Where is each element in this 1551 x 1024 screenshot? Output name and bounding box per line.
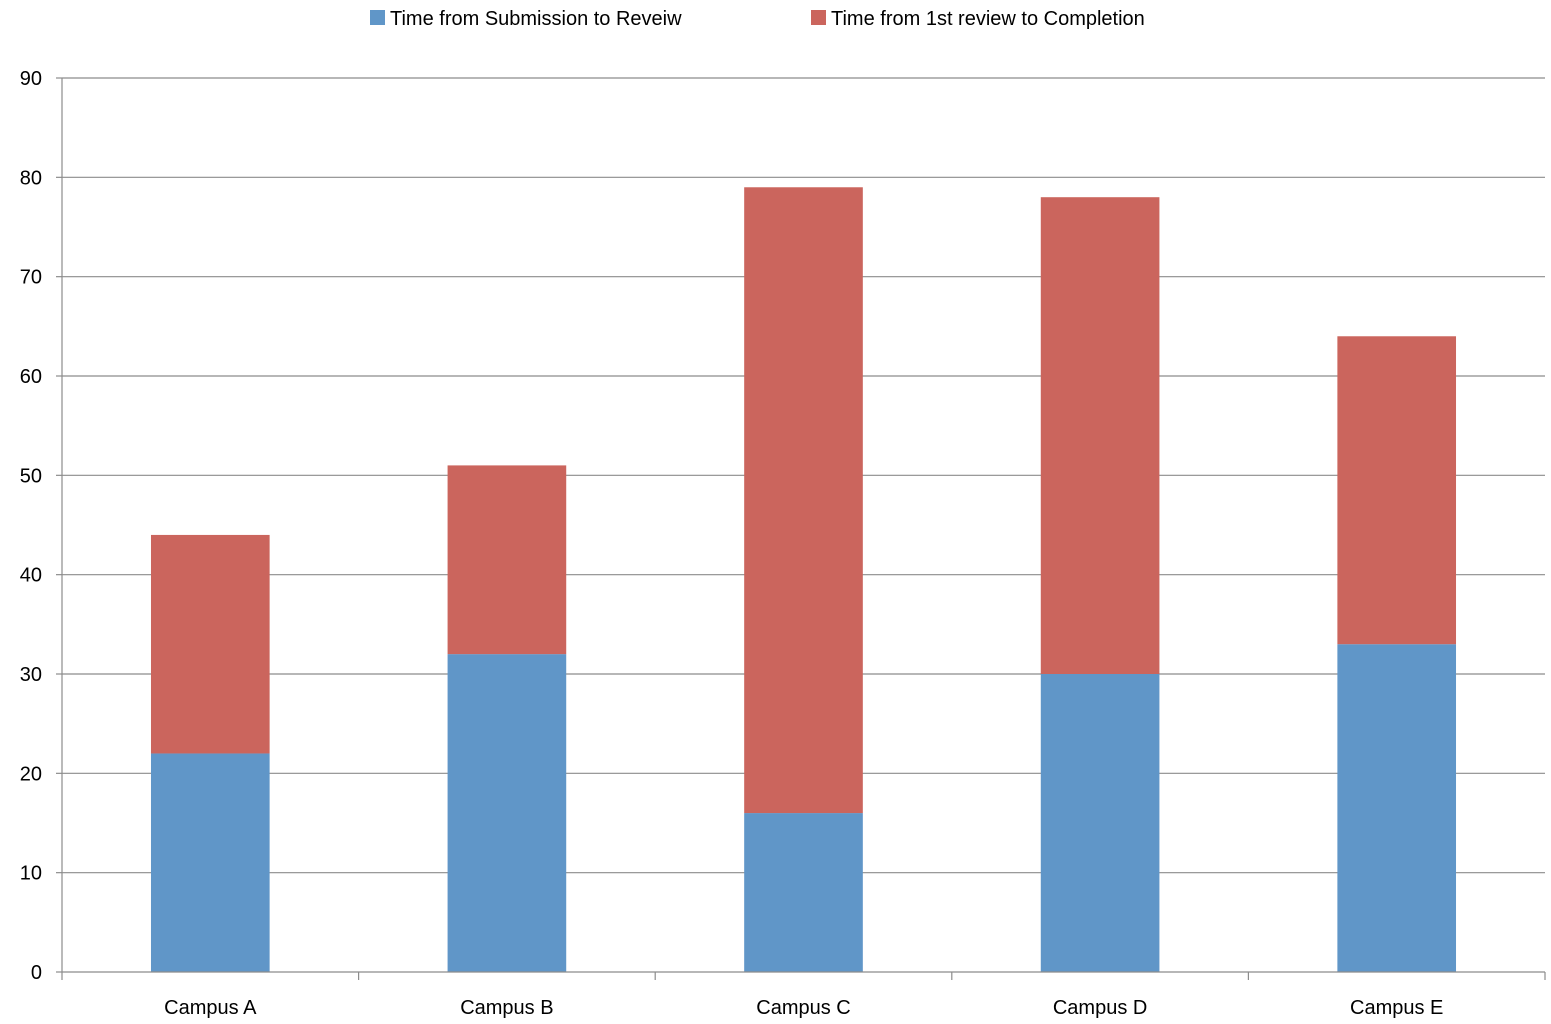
y-tick-label: 60 [20, 366, 42, 388]
bar-submission-to-review-campus-b [447, 654, 567, 972]
y-tick-label: 30 [20, 664, 42, 686]
bar-submission-to-review-campus-c [744, 813, 863, 972]
bar-submission-to-review-campus-e [1337, 644, 1457, 972]
y-tick-label: 80 [20, 167, 42, 189]
x-category-label: Campus E [1350, 997, 1443, 1019]
y-tick-label: 90 [20, 68, 42, 90]
y-tick-label: 10 [20, 863, 42, 885]
x-category-label: Campus D [1053, 997, 1147, 1019]
bar-review-to-completion-campus-e [1337, 336, 1457, 645]
x-category-label: Campus C [756, 997, 850, 1019]
y-tick-label: 70 [20, 267, 42, 289]
bar-submission-to-review-campus-a [150, 753, 270, 972]
legend-swatch-1 [811, 10, 826, 25]
y-tick-label: 40 [20, 565, 42, 587]
bar-review-to-completion-campus-c [744, 187, 863, 814]
y-tick-label: 20 [20, 763, 42, 785]
x-category-label: Campus A [164, 997, 257, 1019]
bar-review-to-completion-campus-a [150, 534, 270, 754]
legend: Time from Submission to Reveiw Time from … [370, 8, 1145, 30]
y-tick-label: 50 [20, 465, 42, 487]
bars [150, 187, 1457, 972]
x-category-label: Campus B [460, 997, 553, 1019]
y-tick-label: 0 [31, 962, 42, 984]
legend-swatch-0 [370, 10, 385, 25]
bar-submission-to-review-campus-d [1040, 674, 1160, 972]
bar-review-to-completion-campus-b [447, 465, 567, 655]
axes: 0 10 20 30 40 50 60 70 80 90 Campus A Campus B Campu… [20, 68, 1546, 1019]
legend-label-1: Time from 1st review to Completion [831, 8, 1145, 30]
bar-review-to-completion-campus-d [1040, 197, 1160, 674]
legend-label-0: Time from Submission to Reveiw [390, 8, 682, 30]
